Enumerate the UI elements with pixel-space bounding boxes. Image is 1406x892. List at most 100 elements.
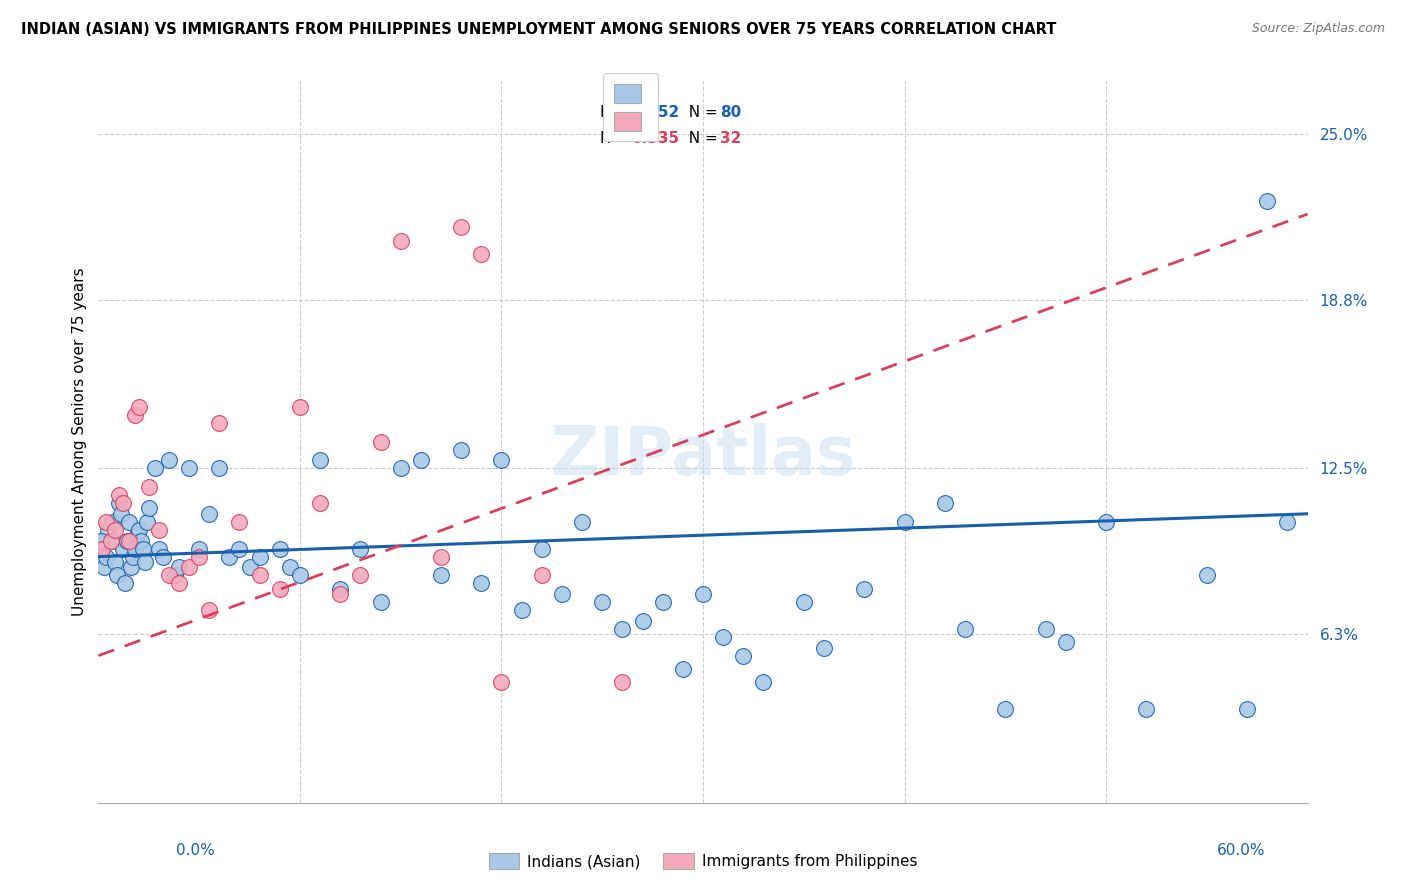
Legend: , : , (603, 73, 658, 141)
Point (651, 595, 673, 609)
Point (132, 541, 155, 556)
Point (309, 453, 332, 467)
Point (491, 675, 513, 690)
Point (188, 549, 211, 564)
Point (103, 523, 125, 537)
Point (111, 541, 134, 556)
Point (893, 515, 915, 529)
Point (179, 461, 201, 475)
Point (551, 587, 574, 601)
Point (157, 568, 180, 582)
Text: 0.0%: 0.0% (176, 843, 215, 858)
Point (167, 576, 190, 591)
Legend: Indians (Asian), Immigrants from Philippines: Indians (Asian), Immigrants from Philipp… (482, 847, 924, 875)
Text: Source: ZipAtlas.com: Source: ZipAtlas.com (1251, 22, 1385, 36)
Point (370, 434, 392, 449)
Point (90, 533, 112, 548)
Point (128, 523, 150, 537)
Point (612, 675, 634, 690)
Point (120, 560, 142, 574)
Point (101, 515, 124, 529)
Point (692, 587, 714, 601)
Point (450, 442, 472, 457)
Point (152, 549, 174, 564)
Point (138, 480, 160, 494)
Point (100, 533, 122, 548)
Text: 60.0%: 60.0% (1218, 843, 1265, 858)
Point (129, 533, 152, 548)
Text: INDIAN (ASIAN) VS IMMIGRANTS FROM PHILIPPINES UNEMPLOYMENT AMONG SENIORS OVER 75: INDIAN (ASIAN) VS IMMIGRANTS FROM PHILIP… (21, 22, 1056, 37)
Point (1035, 622, 1057, 636)
Point (1256, 194, 1278, 208)
Text: 80: 80 (720, 105, 741, 120)
Point (121, 549, 143, 564)
Point (370, 595, 392, 609)
Point (96, 515, 118, 529)
Point (430, 568, 453, 582)
Point (612, 622, 634, 636)
Point (218, 549, 240, 564)
Point (228, 515, 250, 529)
Text: R =: R = (600, 105, 633, 120)
Point (100, 533, 122, 548)
Text: ZIPatlas: ZIPatlas (551, 423, 855, 489)
Point (107, 496, 129, 510)
Point (239, 560, 262, 574)
Point (530, 568, 553, 582)
Point (111, 496, 134, 510)
Point (124, 541, 146, 556)
Point (389, 234, 412, 248)
Point (128, 400, 150, 414)
Point (179, 560, 201, 574)
Point (491, 453, 513, 467)
Point (91, 541, 114, 556)
Point (530, 541, 553, 556)
Point (157, 453, 180, 467)
Point (329, 587, 352, 601)
Point (269, 582, 291, 596)
Text: 0.335: 0.335 (631, 130, 679, 145)
Point (228, 541, 250, 556)
Point (1195, 568, 1218, 582)
Point (198, 507, 221, 521)
Point (125, 528, 148, 542)
Point (409, 453, 432, 467)
Text: 0.052: 0.052 (631, 105, 681, 120)
Point (93, 560, 115, 574)
Point (110, 507, 132, 521)
Point (571, 515, 593, 529)
Point (288, 568, 311, 582)
Point (114, 576, 136, 591)
Point (249, 549, 271, 564)
Point (138, 501, 160, 516)
Point (793, 595, 815, 609)
Point (135, 515, 157, 529)
Point (1236, 702, 1258, 716)
Point (752, 675, 775, 690)
Point (450, 220, 472, 235)
Point (510, 603, 533, 617)
Point (813, 640, 835, 655)
Point (711, 630, 734, 644)
Y-axis label: Unemployment Among Seniors over 75 years: Unemployment Among Seniors over 75 years (72, 268, 87, 615)
Point (269, 541, 291, 556)
Point (591, 595, 613, 609)
Point (1095, 515, 1118, 529)
Point (349, 541, 371, 556)
Point (208, 461, 231, 475)
Point (288, 400, 311, 414)
Point (198, 603, 221, 617)
Point (1135, 702, 1157, 716)
Point (143, 461, 166, 475)
Point (96, 549, 118, 564)
Point (309, 496, 332, 510)
Point (208, 416, 231, 430)
Point (107, 488, 129, 502)
Point (934, 496, 956, 510)
Point (329, 582, 352, 596)
Point (249, 568, 271, 582)
Point (188, 541, 211, 556)
Point (118, 533, 141, 548)
Point (1277, 515, 1299, 529)
Point (148, 523, 170, 537)
